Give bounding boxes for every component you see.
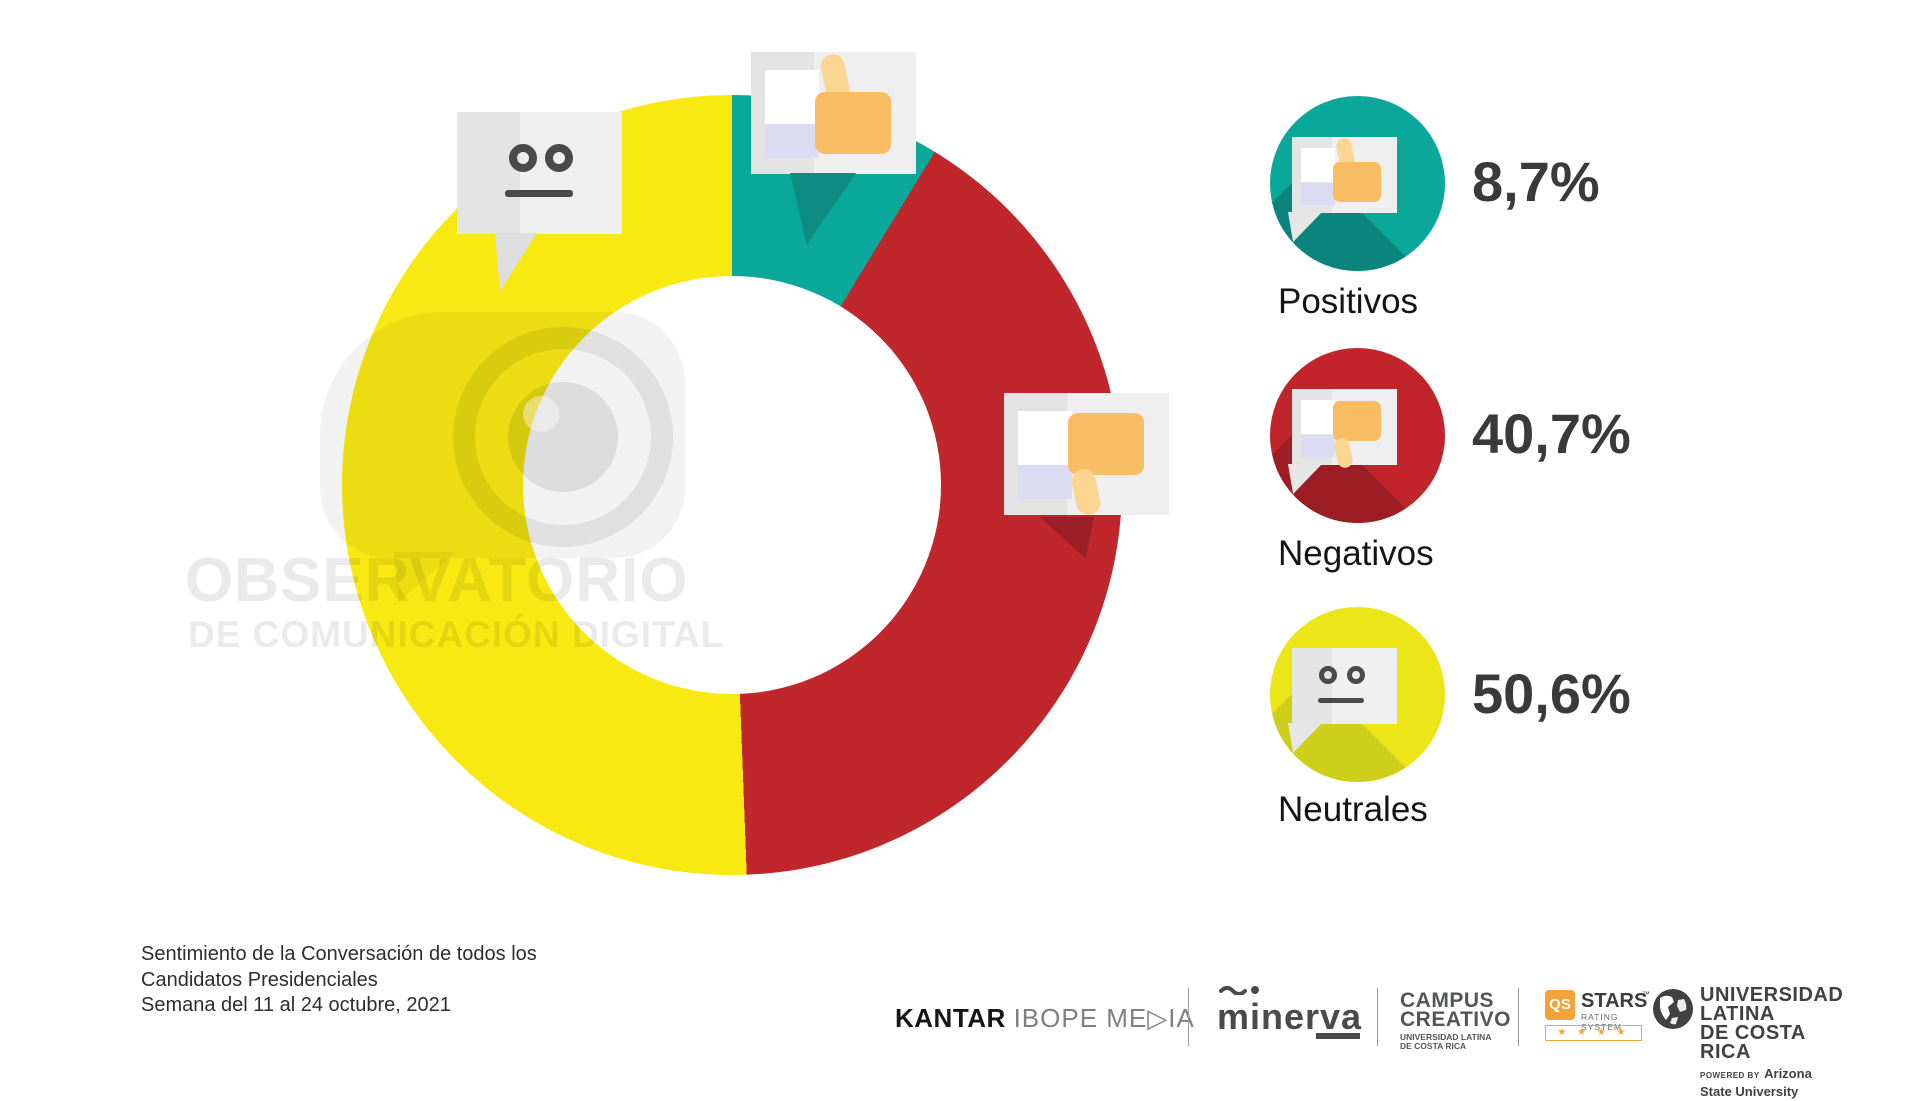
uni-line2: DE COSTA RICA — [1700, 1022, 1806, 1063]
watermark-subtitle: DE COMUNICACIÓN DIGITAL — [188, 614, 725, 655]
kantar-wordmark: KANTAR — [895, 1003, 1006, 1033]
thumbs-up-icon — [1292, 136, 1397, 213]
footer-divider — [1188, 988, 1189, 1046]
fist — [815, 92, 891, 154]
watermark-title: OBSERVATORIO — [185, 546, 689, 615]
caption-line-3: Semana del 11 al 24 octubre, 2021 — [141, 994, 451, 1016]
footer-divider — [1518, 988, 1519, 1046]
campus-line1: CAMPUS — [1400, 989, 1495, 1012]
uni-line1: UNIVERSIDAD LATINA — [1700, 984, 1844, 1025]
neutral-left-eye — [509, 144, 537, 172]
watermark-eye-iris — [508, 382, 618, 492]
powered-prefix: POWERED BY — [1700, 1071, 1760, 1080]
kantar-ibope-media-logo: KANTAR IBOPE ME▷IA — [895, 1003, 1195, 1034]
caption-line-1: Sentimiento de la Conversación de todos … — [141, 943, 537, 965]
qs-star-rating: ★ ★ ★ ★ — [1545, 1025, 1642, 1041]
accent-square — [1018, 465, 1072, 499]
qs-trademark: ™ — [1642, 990, 1650, 999]
percent-positivos: 8,7% — [1472, 150, 1600, 213]
campus-sub1: UNIVERSIDAD LATINA — [1400, 1032, 1492, 1042]
thumbs-down-icon — [1292, 389, 1397, 470]
globe-icon — [1653, 989, 1693, 1029]
neutral-right-eye — [545, 144, 573, 172]
minerva-wordmark: minerva — [1217, 996, 1363, 1037]
neutral-mouth — [505, 190, 573, 197]
accent-square — [765, 70, 819, 124]
percent-neutrales: 50,6% — [1472, 662, 1631, 725]
chart-caption: Sentimiento de la Conversación de todos … — [141, 942, 537, 1019]
accent-square — [765, 124, 819, 158]
watermark-eye-pupil — [523, 396, 559, 432]
footer-divider — [1377, 988, 1378, 1046]
label-neutrales: Neutrales — [1278, 790, 1428, 829]
neutral-face-bubble-icon — [457, 112, 622, 291]
caption-line-2: Candidatos Presidenciales — [141, 968, 378, 991]
campus-sub2: DE COSTA RICA — [1400, 1041, 1467, 1051]
minerva-underline — [1316, 1033, 1361, 1039]
ibope-media-wordmark: IBOPE ME▷IA — [1013, 1003, 1195, 1033]
minerva-logo: minerva — [1217, 985, 1363, 1039]
qs-rating-system-label: RATING SYSTEM — [1581, 1012, 1622, 1032]
legend-icon-negativos — [1270, 348, 1445, 523]
percent-negativos: 40,7% — [1472, 402, 1631, 465]
label-positivos: Positivos — [1278, 282, 1419, 321]
label-negativos: Negativos — [1278, 534, 1434, 573]
thumbs-up-bubble-icon — [751, 52, 916, 245]
minerva-wave-icon — [1219, 986, 1259, 995]
qs-badge: QS — [1545, 990, 1575, 1020]
accent-square — [1018, 411, 1072, 465]
campus-line2: CREATIVO — [1400, 1008, 1511, 1031]
campus-creativo-logo: CAMPUS CREATIVO UNIVERSIDAD LATINA DE CO… — [1400, 989, 1511, 1051]
qs-stars-wordmark: STARS — [1581, 990, 1648, 1012]
thumbs-down-bubble-icon — [1004, 393, 1169, 559]
powered-by: POWERED BY Arizona State University — [1700, 1065, 1843, 1101]
neutral-face-icon — [1292, 648, 1397, 724]
legend-icon-neutrales — [1270, 607, 1445, 782]
fist — [1068, 413, 1144, 475]
legend-icon-positivos — [1270, 96, 1445, 271]
